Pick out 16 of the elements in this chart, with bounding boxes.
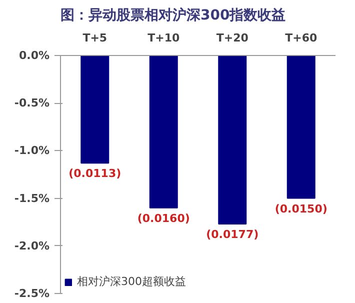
x-tick-label: T+10 (148, 32, 180, 44)
legend-label: 相对沪深300超额收益 (77, 274, 186, 289)
y-tick-label: -2.5% (14, 287, 50, 300)
x-tick-label: T+60 (285, 32, 318, 44)
x-tick-label: T+5 (82, 32, 108, 44)
data-label: (0.0177) (206, 228, 259, 242)
y-tick-label: -0.5% (14, 96, 50, 110)
data-label: (0.0113) (68, 167, 122, 180)
chart-title: 图：异动股票相对沪深300指数收益 (60, 6, 286, 24)
y-tick-label: 0.0% (18, 49, 50, 62)
y-tick-label: -1.0% (14, 144, 50, 158)
data-label: (0.0150) (274, 202, 328, 216)
data-label: (0.0160) (137, 212, 190, 225)
y-tick-label: -1.5% (14, 192, 50, 205)
y-tick-label: -2.0% (14, 239, 50, 252)
x-tick-label: T+20 (216, 32, 249, 44)
